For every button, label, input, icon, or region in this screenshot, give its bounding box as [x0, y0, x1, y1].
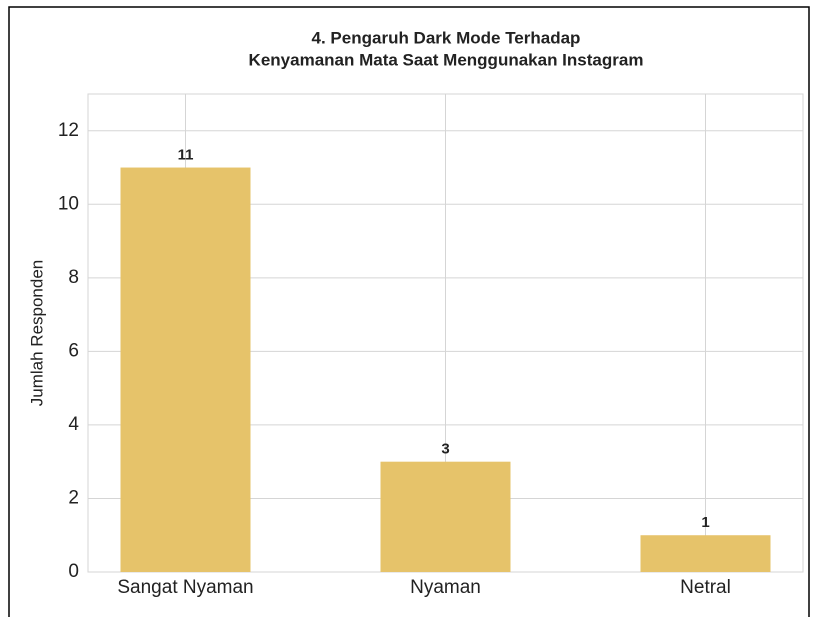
bar [120, 167, 251, 573]
x-tick-label: Netral [680, 577, 731, 598]
bar [640, 535, 771, 572]
y-axis-label: Jumlah Responden [27, 260, 46, 406]
x-tick-label: Sangat Nyaman [117, 577, 253, 598]
y-tick-label: 2 [68, 487, 79, 508]
value-label: 3 [441, 441, 449, 458]
value-label: 1 [701, 514, 709, 531]
chart-title: Kenyamanan Mata Saat Menggunakan Instagr… [249, 50, 644, 69]
y-tick-label: 6 [68, 340, 79, 361]
y-tick-label: 4 [68, 414, 79, 435]
y-tick-label: 12 [58, 120, 79, 141]
frame [8, 6, 810, 617]
value-label: 11 [178, 147, 194, 164]
y-tick-label: 0 [68, 561, 79, 582]
bar [380, 461, 511, 572]
y-tick-label: 10 [58, 193, 79, 214]
chart-title: 4. Pengaruh Dark Mode Terhadap [312, 28, 581, 47]
x-tick-label: Nyaman [410, 577, 481, 598]
y-tick-label: 8 [68, 267, 79, 288]
